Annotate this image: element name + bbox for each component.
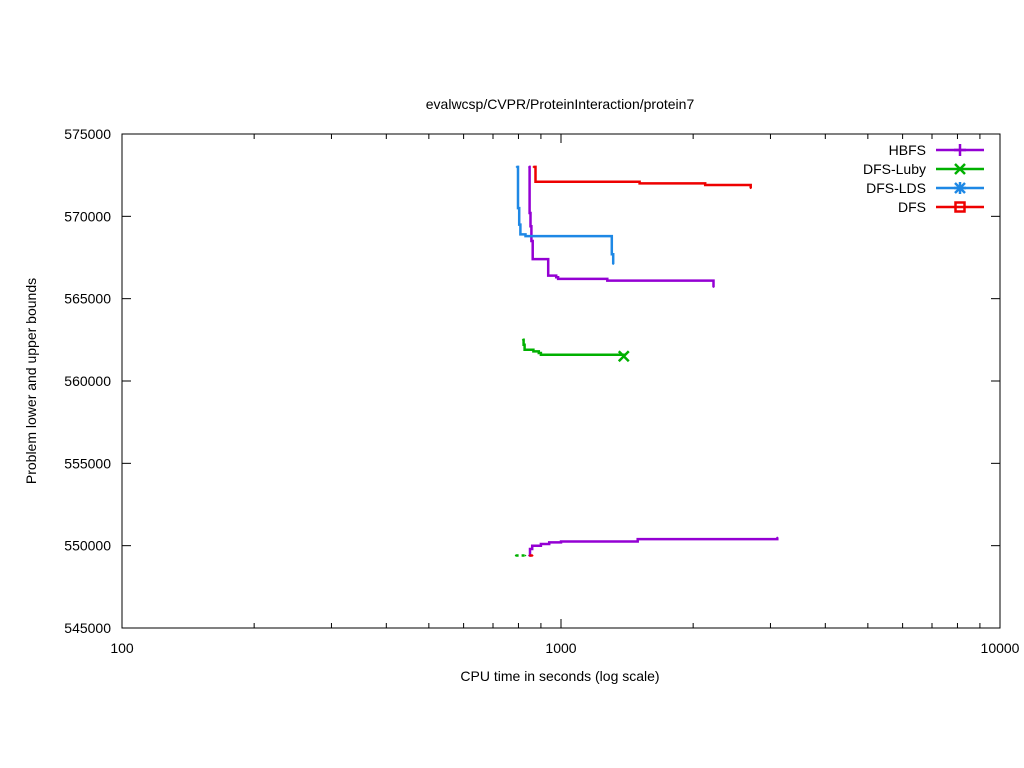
hbfs-lower-point [548, 541, 550, 544]
hbfs-lower-bound-line [528, 537, 779, 557]
dfs-lds-upper-point [519, 233, 522, 236]
legend-label-hbfs: HBFS [889, 142, 926, 158]
dfs-luby-upper-bound-line [522, 338, 626, 357]
dfs-lds-upper-point [515, 166, 518, 168]
legend-label-dfs-lds: DFS-LDS [866, 180, 926, 196]
legend-marker-dfs-luby [954, 163, 966, 175]
hbfs-lower-point [776, 536, 779, 539]
dfs-luby-upper-point [522, 344, 525, 346]
hbfs-lower-point [529, 548, 531, 550]
legend-marker-dfs [954, 201, 966, 213]
hbfs-upper-bound-line [528, 165, 715, 288]
dfs-luby-upper-point [523, 348, 526, 351]
hbfs-upper-point [557, 278, 559, 280]
x-tick-label: 10000 [981, 640, 1020, 656]
dfs-lower-point [531, 554, 534, 557]
dfs-luby-lower-point [514, 554, 517, 557]
dfs-upper-point [532, 166, 535, 168]
y-tick-label: 575000 [64, 126, 111, 142]
hbfs-upper-point [712, 279, 714, 282]
y-tick-label: 565000 [64, 291, 111, 307]
hbfs-upper-point [528, 212, 531, 214]
x-tick-label: 1000 [545, 640, 576, 656]
hbfs-upper-point [529, 225, 532, 227]
dfs-luby-marker [617, 350, 630, 363]
plot-frame [121, 133, 1001, 629]
dfs-upper-point [703, 182, 706, 185]
legend-marker-dfs-lds [954, 182, 966, 194]
dfs-luby-upper-point [538, 352, 540, 354]
dfs-lds-upper-point [517, 207, 519, 209]
x-axis-label: CPU time in seconds (log scale) [460, 668, 659, 684]
dfs-luby-upper-point [540, 353, 542, 356]
y-tick-label: 555000 [64, 455, 111, 471]
legend-label-dfs-luby: DFS-Luby [863, 161, 926, 177]
x-tick-label: 100 [110, 640, 134, 656]
hbfs-upper-point [530, 240, 533, 242]
series-layer [514, 165, 779, 557]
dfs-luby-upper-point [532, 350, 535, 353]
hbfs-upper-point [544, 258, 546, 260]
hbfs-upper-point [605, 278, 608, 280]
y-tick-label: 545000 [64, 620, 111, 636]
hbfs-lower-point [775, 538, 778, 540]
dfs-lower-point [528, 554, 531, 557]
dfs-lds-upper-point [610, 235, 612, 237]
hbfs-upper-point [528, 166, 530, 168]
dfs-upper-point [534, 181, 537, 183]
dfs-lds-upper-point [524, 235, 527, 237]
dfs-upper-point [749, 184, 752, 186]
dfs-luby-lower-point [524, 554, 527, 557]
dfs-upper-point [749, 187, 752, 190]
dfs-lds-upper-point [611, 253, 613, 255]
x-axis: 100 1000 10000 [110, 134, 1020, 656]
legend-label-dfs: DFS [898, 199, 926, 215]
dfs-upper-bound-line [533, 165, 752, 189]
dfs-lds-upper-point [518, 223, 520, 226]
y-axis-label: Problem lower and upper bounds [23, 278, 39, 484]
y-tick-label: 560000 [64, 373, 111, 389]
dfs-luby-upper-point [521, 339, 524, 341]
hbfs-upper-point [547, 274, 549, 277]
hbfs-lower-point [540, 543, 542, 545]
hbfs-upper-point [712, 286, 715, 288]
hbfs-upper-point [555, 276, 557, 279]
dfs-upper-point [704, 184, 706, 186]
hbfs-lower-point [636, 540, 638, 543]
hbfs-lower-point [636, 538, 639, 540]
hbfs-lower-point [531, 544, 533, 547]
y-tick-label: 570000 [64, 208, 111, 224]
hbfs-upper-point [606, 279, 609, 282]
dfs-upper-point [638, 182, 641, 185]
dfs-upper-point [637, 181, 640, 183]
dfs-lds-upper-point [612, 263, 614, 265]
chart-title: evalwcsp/CVPR/ProteinInteraction/protein… [426, 96, 695, 112]
y-tick-label: 550000 [64, 538, 111, 554]
legend: HBFS DFS-Luby DFS-LDS DFS [863, 142, 984, 215]
hbfs-upper-point [531, 258, 534, 260]
y-axis: 545000 550000 555000 560000 565000 570000 5750… [64, 126, 1000, 636]
legend-marker-hbfs [954, 144, 966, 156]
hbfs-lower-point [560, 540, 562, 543]
